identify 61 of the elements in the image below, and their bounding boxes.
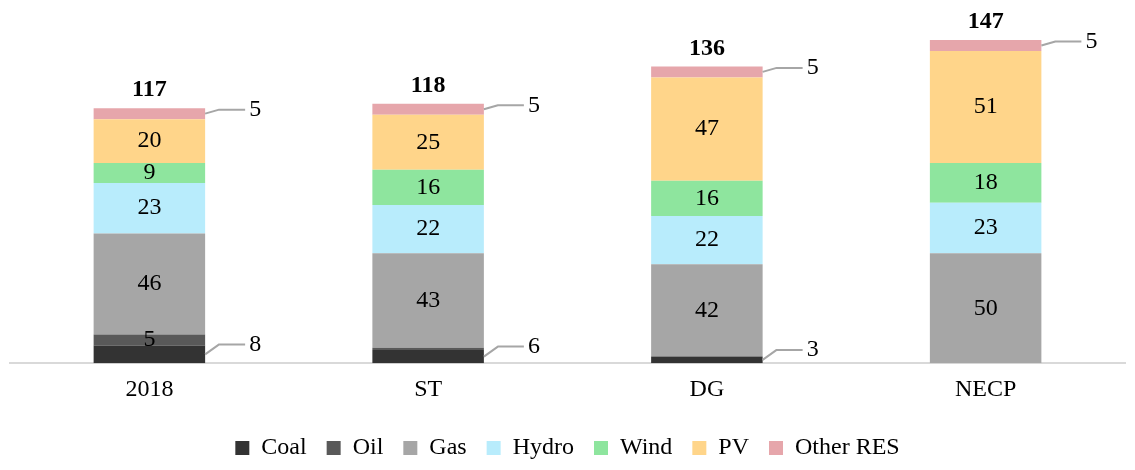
- bar: [651, 264, 763, 357]
- bar: [651, 215, 763, 265]
- data-label: 20: [137, 126, 162, 153]
- legend-label: Other RES: [795, 433, 900, 460]
- bar: [929, 253, 1042, 364]
- data-label: 9: [143, 158, 156, 185]
- bar: [372, 350, 484, 364]
- data-label: 51: [973, 92, 998, 119]
- total-label: 118: [410, 70, 446, 97]
- data-label: 5: [249, 94, 262, 121]
- data-label: 5: [806, 53, 819, 80]
- data-label: 18: [973, 168, 998, 195]
- x-tick-label: DG: [689, 374, 725, 401]
- bar: [929, 40, 1042, 51]
- data-label: 5: [527, 90, 540, 117]
- bar: [93, 108, 206, 120]
- bar: [93, 345, 206, 364]
- total-label: 117: [132, 75, 167, 102]
- data-label: 16: [694, 183, 719, 210]
- data-label: 16: [416, 172, 441, 199]
- total-label: 136: [688, 33, 725, 60]
- bar: [372, 114, 484, 170]
- data-label: 6: [527, 331, 540, 358]
- total-label: 147: [967, 7, 1004, 34]
- bar: [651, 356, 763, 364]
- data-label: 22: [694, 225, 719, 252]
- bar: [93, 182, 206, 234]
- bar: [929, 202, 1042, 254]
- data-label: 25: [416, 127, 441, 154]
- legend-label: Oil: [352, 433, 384, 460]
- data-label: 23: [137, 193, 162, 220]
- data-label: 47: [694, 114, 719, 141]
- data-label: 42: [694, 295, 719, 322]
- bar: [651, 180, 763, 216]
- bar: [372, 103, 484, 115]
- data-label: 5: [1085, 26, 1098, 53]
- data-label: 43: [416, 285, 441, 312]
- legend-label: Gas: [429, 433, 467, 460]
- legend-label: PV: [718, 433, 750, 460]
- bar: [651, 66, 763, 78]
- bar: [93, 119, 206, 164]
- bar: [372, 169, 484, 205]
- data-label: 8: [249, 329, 262, 356]
- data-label: 46: [137, 269, 162, 296]
- bar: [372, 347, 484, 351]
- bar: [372, 204, 484, 254]
- x-tick-label: 2018: [125, 374, 174, 401]
- legend-label: Coal: [261, 433, 307, 460]
- bar: [372, 253, 484, 348]
- x-tick-label: ST: [414, 374, 443, 401]
- data-label: 23: [973, 213, 998, 240]
- data-label: 3: [806, 335, 819, 362]
- bar: [929, 163, 1042, 203]
- legend-label: Wind: [619, 433, 673, 460]
- data-label: 50: [973, 293, 998, 320]
- bar: [929, 50, 1042, 164]
- bar: [93, 163, 206, 183]
- x-tick-label: NECP: [954, 374, 1017, 401]
- bar: [651, 77, 763, 181]
- legend-label: Hydro: [512, 433, 574, 460]
- data-label: 22: [416, 214, 441, 241]
